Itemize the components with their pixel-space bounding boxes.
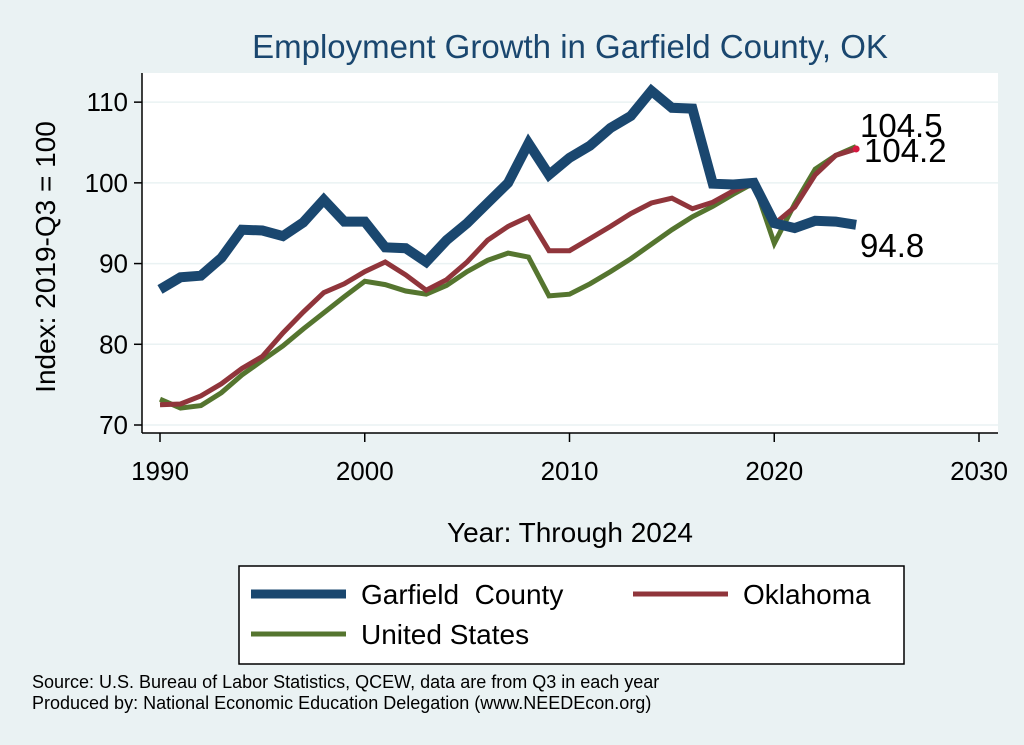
y-tick-label: 70 xyxy=(99,410,128,440)
x-tick-label: 2020 xyxy=(745,456,803,486)
x-axis-title: Year: Through 2024 xyxy=(447,517,693,548)
x-tick-label: 1990 xyxy=(131,456,189,486)
legend-label-united-states: United States xyxy=(361,619,529,650)
y-tick-label: 90 xyxy=(99,249,128,279)
source-note: Source: U.S. Bureau of Labor Statistics,… xyxy=(32,672,659,692)
y-tick-label: 110 xyxy=(87,87,128,117)
x-tick-label: 2030 xyxy=(950,456,1008,486)
end-label-united-states: 104.5 xyxy=(860,107,943,144)
y-axis-title: Index: 2019-Q3 = 100 xyxy=(30,121,61,393)
axes xyxy=(134,73,998,442)
y-tick-label: 100 xyxy=(85,168,128,198)
tick-labels: 70 80 90 100 110 1990 2000 2010 2020 2030 xyxy=(85,87,1008,486)
end-label-garfield-county: 94.8 xyxy=(860,227,924,264)
series-lines xyxy=(157,83,860,411)
x-tick-label: 2010 xyxy=(541,456,599,486)
series-line-garfield-county xyxy=(157,83,857,294)
end-label-oklahoma: 104.2 xyxy=(864,132,947,169)
legend-label-oklahoma: Oklahoma xyxy=(743,579,871,610)
legend: Garfield County Oklahoma United States xyxy=(238,565,905,665)
produced-by-note: Produced by: National Economic Education… xyxy=(32,693,651,713)
legend-box xyxy=(238,565,905,665)
x-tick-label: 2000 xyxy=(336,456,394,486)
series-endpoint-oklahoma xyxy=(852,145,860,153)
legend-label-garfield-county: Garfield County xyxy=(361,579,563,610)
chart-title: Employment Growth in Garfield County, OK xyxy=(252,28,888,65)
y-tick-label: 80 xyxy=(99,329,128,359)
